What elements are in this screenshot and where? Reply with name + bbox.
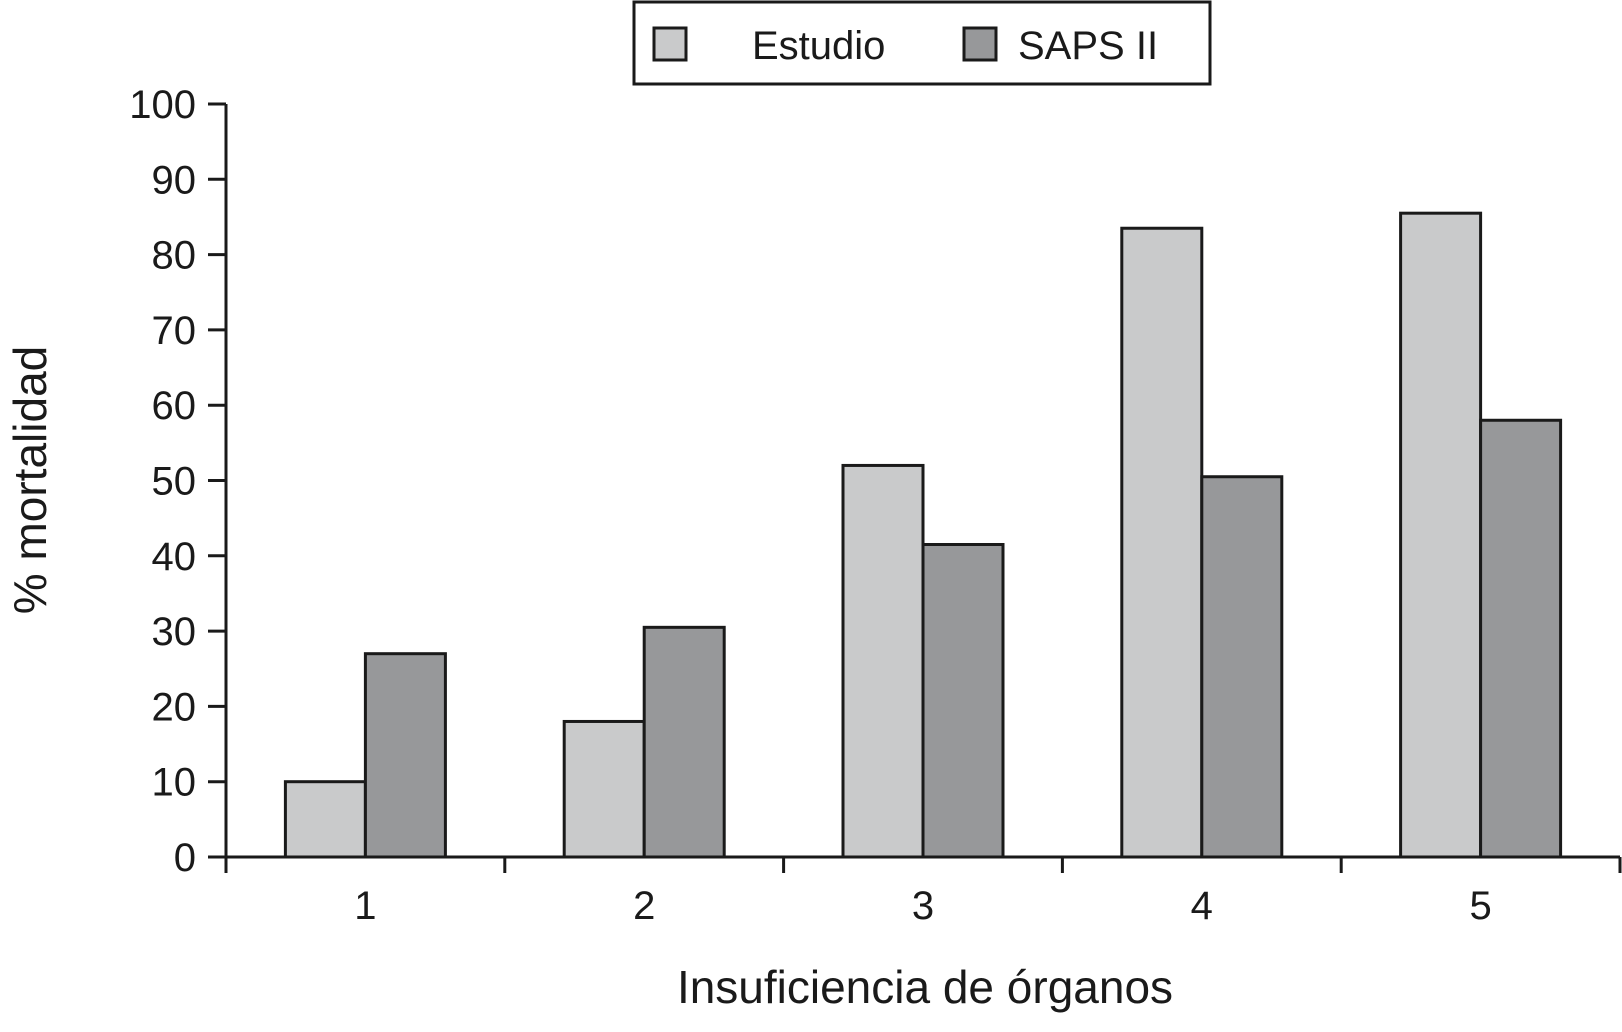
bar-saps-ii-5	[1479, 418, 1563, 859]
y-tick-label-70: 70	[152, 309, 197, 353]
x-tick-label-1: 1	[354, 884, 376, 928]
y-tick-label-50: 50	[152, 460, 197, 504]
bar-estudio-5	[1399, 211, 1483, 859]
bar-saps-ii-4	[1200, 475, 1284, 859]
x-tick-label-2: 2	[633, 884, 655, 928]
y-axis-title: % mortalidad	[4, 346, 56, 614]
y-tick-label-10: 10	[152, 761, 197, 805]
bar-estudio-1	[283, 780, 367, 859]
legend-label-estudio: Estudio	[752, 24, 885, 68]
bar-saps-ii-2	[642, 625, 726, 859]
bar-estudio-3	[841, 463, 925, 859]
y-tick-label-20: 20	[152, 685, 197, 729]
plot-area: 0 10 20 30 40 50 60 70 80 90 100 1 2 3 4 5	[129, 83, 1622, 928]
bar-estudio-2	[562, 719, 646, 859]
legend-label-saps-ii: SAPS II	[1018, 24, 1158, 68]
y-tick-label-100: 100	[129, 83, 196, 127]
legend-swatch-saps-ii	[962, 26, 998, 62]
bar-saps-ii-3	[921, 543, 1005, 859]
legend: Estudio SAPS II	[632, 0, 1212, 86]
y-tick-label-30: 30	[152, 610, 197, 654]
bar-estudio-4	[1120, 226, 1204, 859]
legend-box	[632, 0, 1212, 86]
x-tick-label-4: 4	[1191, 884, 1213, 928]
y-tick-label-60: 60	[152, 384, 197, 428]
y-tick-label-80: 80	[152, 234, 197, 278]
x-axis-title: Insuficiencia de órganos	[677, 961, 1173, 1013]
y-tick-label-40: 40	[152, 535, 197, 579]
x-tick-label-5: 5	[1469, 884, 1491, 928]
x-tick-label-3: 3	[912, 884, 934, 928]
y-tick-label-0: 0	[174, 836, 196, 880]
y-tick-label-90: 90	[152, 158, 197, 202]
legend-swatch-estudio	[652, 26, 688, 62]
bar-saps-ii-1	[363, 652, 447, 859]
